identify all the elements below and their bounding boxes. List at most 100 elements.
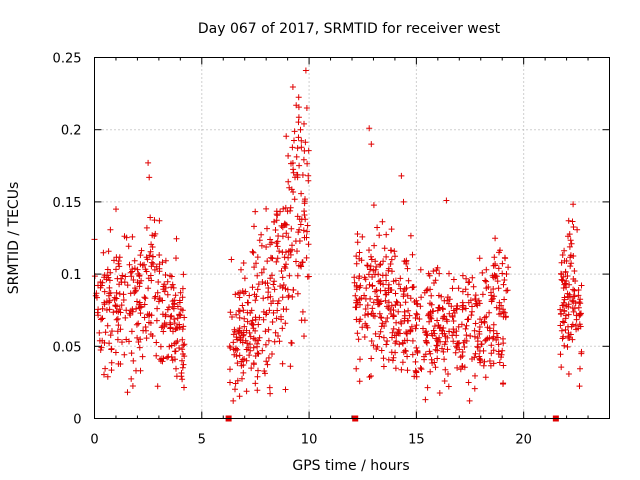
data-point bbox=[296, 162, 303, 169]
data-point bbox=[129, 233, 136, 240]
data-point bbox=[434, 307, 441, 314]
data-point bbox=[282, 320, 289, 327]
data-point bbox=[102, 365, 109, 372]
data-point bbox=[170, 305, 177, 312]
data-point bbox=[383, 291, 390, 298]
data-point bbox=[570, 201, 577, 208]
data-point bbox=[416, 316, 423, 322]
data-point bbox=[472, 296, 479, 303]
data-point bbox=[303, 254, 310, 261]
data-point bbox=[500, 335, 506, 342]
data-point bbox=[413, 322, 420, 329]
data-point bbox=[263, 358, 270, 365]
data-point bbox=[381, 323, 388, 329]
data-point bbox=[409, 251, 416, 258]
data-point bbox=[388, 287, 395, 293]
data-point bbox=[289, 242, 295, 249]
data-point bbox=[252, 327, 259, 334]
data-point bbox=[279, 249, 286, 256]
data-point bbox=[259, 347, 266, 354]
data-point bbox=[288, 225, 295, 232]
data-point bbox=[499, 260, 506, 267]
data-point bbox=[227, 309, 234, 316]
data-point bbox=[116, 254, 123, 261]
data-point bbox=[385, 281, 392, 288]
data-point bbox=[134, 266, 141, 273]
data-point bbox=[254, 340, 260, 347]
data-point bbox=[103, 298, 110, 305]
data-point bbox=[137, 252, 144, 259]
data-point bbox=[149, 253, 156, 260]
data-point bbox=[356, 249, 363, 256]
data-point bbox=[274, 255, 281, 262]
data-point bbox=[414, 347, 421, 354]
data-point bbox=[128, 375, 135, 382]
data-point bbox=[283, 133, 290, 140]
data-point bbox=[161, 320, 168, 327]
data-point bbox=[444, 318, 451, 325]
data-point bbox=[483, 285, 490, 292]
data-point bbox=[494, 334, 501, 341]
data-point bbox=[153, 317, 160, 324]
data-point bbox=[361, 334, 368, 340]
data-point bbox=[171, 300, 178, 307]
data-point bbox=[404, 292, 411, 299]
data-point bbox=[161, 288, 168, 295]
data-point bbox=[287, 204, 294, 211]
data-point bbox=[180, 361, 187, 368]
data-point bbox=[280, 205, 287, 212]
data-point bbox=[560, 333, 567, 340]
data-point bbox=[557, 306, 564, 313]
data-point bbox=[450, 338, 457, 345]
data-point bbox=[249, 248, 256, 255]
data-point bbox=[298, 263, 305, 270]
data-point bbox=[114, 336, 121, 343]
data-point bbox=[156, 217, 163, 224]
data-point bbox=[173, 255, 179, 262]
data-point bbox=[482, 374, 489, 381]
data-point bbox=[270, 281, 277, 288]
data-point bbox=[500, 281, 507, 288]
data-point bbox=[108, 345, 115, 352]
data-point bbox=[495, 351, 502, 357]
data-point bbox=[294, 248, 300, 255]
data-point bbox=[236, 325, 243, 332]
data-point bbox=[133, 305, 140, 312]
data-point bbox=[396, 341, 403, 348]
data-point bbox=[487, 327, 493, 334]
data-point bbox=[174, 338, 181, 345]
data-point bbox=[389, 357, 396, 364]
data-point bbox=[383, 231, 390, 238]
data-point bbox=[294, 213, 301, 220]
data-point bbox=[445, 383, 452, 390]
data-point bbox=[295, 229, 302, 236]
data-point bbox=[275, 333, 281, 339]
data-point bbox=[158, 324, 165, 331]
data-point bbox=[499, 347, 506, 354]
data-point bbox=[374, 293, 380, 300]
data-point bbox=[133, 367, 139, 374]
data-point bbox=[439, 315, 446, 322]
data-point bbox=[304, 273, 311, 280]
data-point bbox=[476, 255, 483, 262]
data-point bbox=[263, 311, 269, 318]
data-point bbox=[476, 324, 483, 330]
data-point bbox=[433, 267, 440, 273]
data-point bbox=[276, 248, 283, 255]
data-point bbox=[568, 240, 575, 247]
data-point bbox=[159, 297, 166, 304]
data-point bbox=[229, 314, 235, 320]
data-point bbox=[421, 356, 428, 363]
data-point bbox=[352, 292, 359, 299]
data-point bbox=[124, 282, 131, 289]
data-point bbox=[128, 328, 135, 335]
data-point bbox=[476, 331, 483, 337]
data-point bbox=[114, 275, 121, 282]
data-point bbox=[567, 331, 574, 338]
data-point bbox=[152, 230, 159, 237]
data-point bbox=[424, 286, 431, 293]
data-point bbox=[484, 324, 491, 331]
data-point bbox=[404, 367, 411, 374]
data-point bbox=[173, 373, 180, 380]
axis-ticks bbox=[94, 57, 610, 419]
